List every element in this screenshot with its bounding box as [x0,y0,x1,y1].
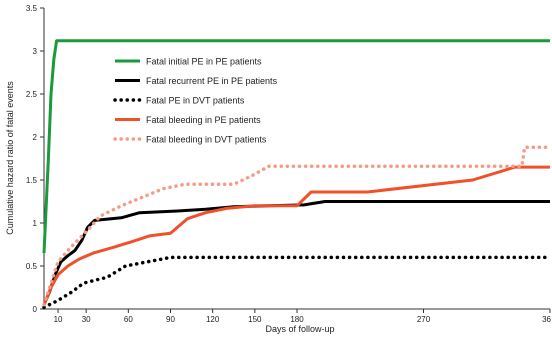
y-tick-label: 1.5 [26,176,38,185]
y-tick-label: 3 [33,47,38,56]
series-line-4 [42,165,550,306]
series-line-1 [42,39,550,254]
y-ticks: 0 0.5 1 1.5 2 2.5 3 3.5 [26,4,44,314]
x-ticks: 10 30 60 90 120 150 180 270 36 [54,309,552,324]
y-tick-label: 0.5 [26,262,38,271]
y-tick-label: 2 [33,133,38,142]
legend: Fatal initial PE in PE patients Fatal rec… [113,57,278,145]
y-axis-title: Cumulative hazard ratio of fatal events [5,81,15,235]
y-tick-label: 2.5 [26,90,38,99]
x-tick-label: 90 [166,315,175,324]
series-group [42,39,552,310]
legend-label-2: Fatal recurrent PE in PE patients [146,76,278,86]
legend-label-5: Fatal bleeding in DVT patients [146,135,267,145]
legend-label-3: Fatal PE in DVT patients [146,96,245,106]
x-axis-title: Days of follow-up [265,324,334,334]
y-tick-label: 3.5 [26,4,38,13]
legend-label-1: Fatal initial PE in PE patients [146,57,262,67]
x-tick-label: 270 [417,315,431,324]
x-tick-label: 60 [124,315,133,324]
y-tick-label: 1 [33,219,38,228]
series-line-5 [42,145,552,307]
x-tick-label: 120 [206,315,220,324]
series-line-3 [42,255,552,310]
x-tick-label: 10 [54,315,63,324]
y-tick-label: 0 [33,305,38,314]
x-tick-label: 36 [542,315,551,324]
legend-label-4: Fatal bleeding in PE patients [146,115,261,125]
x-tick-label: 150 [248,315,262,324]
x-tick-label: 180 [290,315,304,324]
x-tick-label: 30 [82,315,91,324]
